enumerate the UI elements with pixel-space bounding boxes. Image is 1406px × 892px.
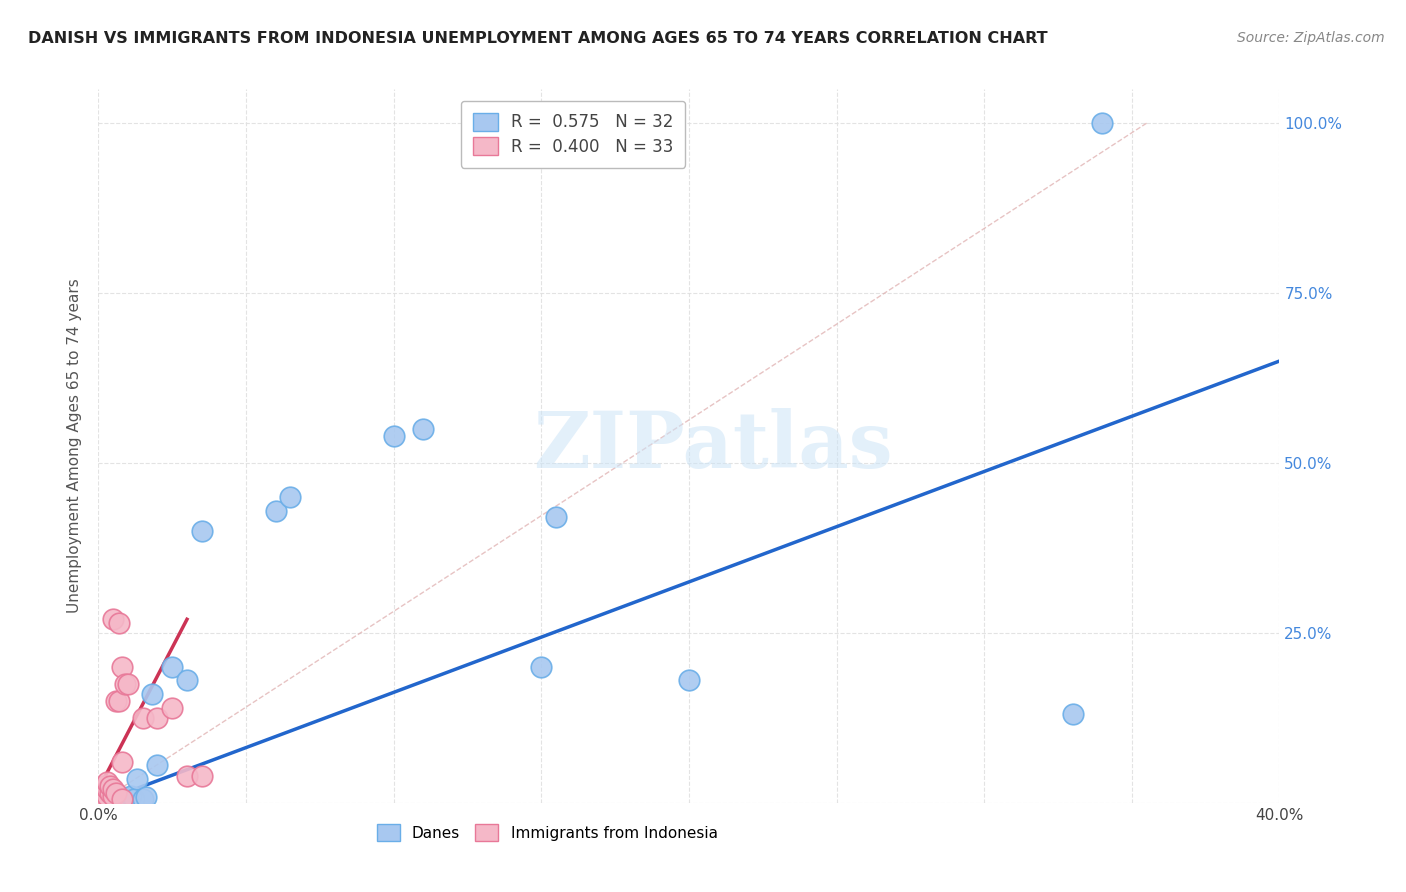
Point	[111, 755, 134, 769]
Point	[96, 789, 118, 803]
Point	[103, 792, 125, 806]
Point	[103, 789, 125, 803]
Point	[141, 687, 163, 701]
Point	[90, 792, 112, 806]
Point	[111, 792, 134, 806]
Point	[105, 786, 128, 800]
Point	[93, 792, 115, 806]
Point	[132, 792, 155, 806]
Point	[132, 711, 155, 725]
Point	[117, 792, 139, 806]
Point	[280, 490, 302, 504]
Point	[678, 673, 700, 688]
Point	[530, 660, 553, 674]
Point	[1091, 116, 1114, 130]
Text: DANISH VS IMMIGRANTS FROM INDONESIA UNEMPLOYMENT AMONG AGES 65 TO 74 YEARS CORRE: DANISH VS IMMIGRANTS FROM INDONESIA UNEM…	[28, 31, 1047, 46]
Point	[546, 510, 568, 524]
Point	[111, 790, 134, 805]
Point	[108, 789, 131, 803]
Point	[264, 503, 287, 517]
Point	[162, 660, 183, 674]
Point	[93, 792, 115, 806]
Point	[382, 429, 405, 443]
Point	[114, 677, 136, 691]
Point	[98, 786, 121, 800]
Point	[108, 694, 131, 708]
Point	[176, 769, 198, 783]
Point	[93, 782, 115, 797]
Text: Source: ZipAtlas.com: Source: ZipAtlas.com	[1237, 31, 1385, 45]
Point	[146, 711, 169, 725]
Point	[191, 769, 214, 783]
Point	[125, 772, 148, 786]
Point	[98, 789, 121, 803]
Point	[96, 775, 118, 789]
Point	[96, 790, 118, 805]
Point	[96, 792, 118, 806]
Point	[90, 782, 112, 797]
Point	[412, 422, 434, 436]
Legend: Danes, Immigrants from Indonesia: Danes, Immigrants from Indonesia	[370, 817, 725, 848]
Point	[120, 789, 142, 803]
Point	[146, 758, 169, 772]
Point	[98, 792, 121, 806]
Point	[122, 792, 145, 806]
Point	[176, 673, 198, 688]
Point	[117, 677, 139, 691]
Point	[105, 694, 128, 708]
Point	[108, 792, 131, 806]
Text: ZIPatlas: ZIPatlas	[533, 408, 893, 484]
Point	[93, 789, 115, 803]
Point	[111, 660, 134, 674]
Point	[1062, 707, 1084, 722]
Point	[87, 789, 110, 803]
Point	[103, 790, 125, 805]
Point	[87, 786, 110, 800]
Point	[105, 792, 128, 806]
Point	[90, 786, 112, 800]
Point	[90, 789, 112, 803]
Point	[103, 612, 125, 626]
Point	[108, 615, 131, 630]
Y-axis label: Unemployment Among Ages 65 to 74 years: Unemployment Among Ages 65 to 74 years	[67, 278, 83, 614]
Point	[135, 790, 157, 805]
Point	[191, 524, 214, 538]
Point	[87, 792, 110, 806]
Point	[96, 782, 118, 797]
Point	[103, 782, 125, 797]
Point	[98, 779, 121, 793]
Point	[93, 779, 115, 793]
Point	[162, 700, 183, 714]
Point	[90, 792, 112, 806]
